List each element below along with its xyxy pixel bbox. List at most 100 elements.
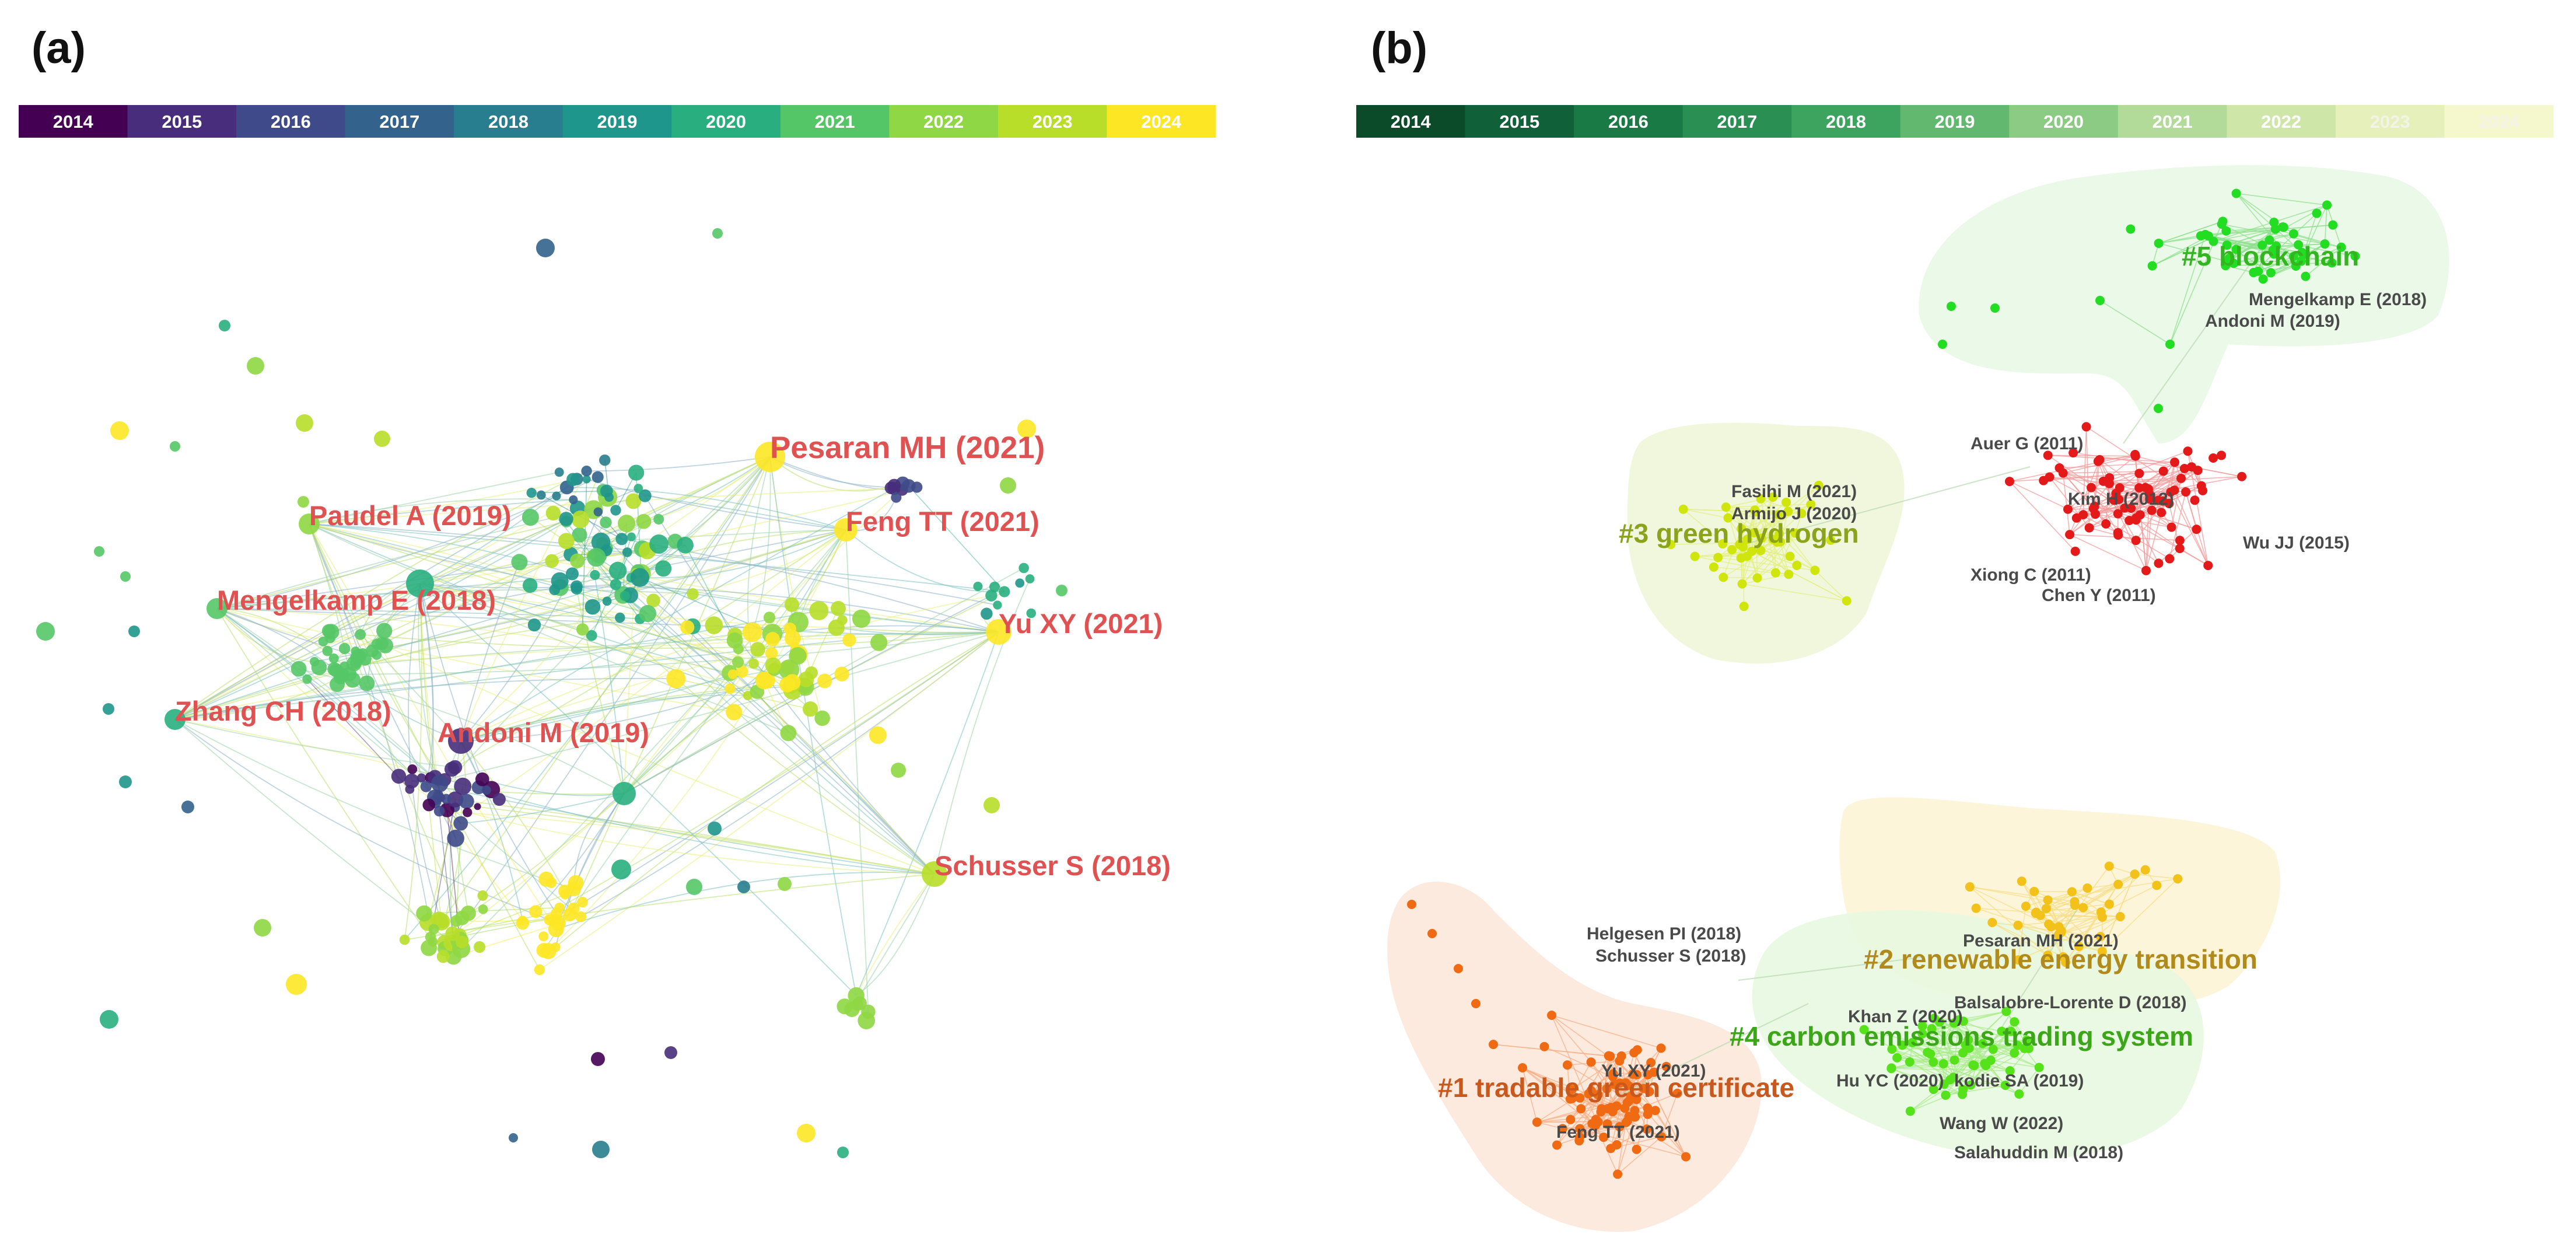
network-node [911,481,923,493]
network-edge [908,485,1005,592]
network-node [338,642,351,655]
network-node [638,489,652,502]
network-edge [1751,551,1847,602]
network-node [2158,496,2168,506]
network-edge [2130,499,2159,509]
network-node [1814,480,1824,490]
network-node [2043,450,2053,460]
network-node [593,507,603,517]
network-node [110,421,129,440]
timeline-year-label: 2024 [2479,111,2519,132]
network-node [2013,955,2023,965]
network-edge [216,520,567,609]
network-node [587,547,606,567]
network-node [2029,886,2039,896]
network-node [2120,503,2130,513]
network-node [604,492,614,502]
network-node [2021,901,2031,911]
network-edge [2140,514,2172,528]
network-edge [1655,1110,1686,1157]
network-edge [1616,1128,1647,1145]
network-node [2095,296,2105,305]
network-edge [1742,574,1789,585]
network-node [809,601,829,621]
network-node [591,1052,605,1066]
network-edge [2116,470,2198,494]
network-node [1990,303,2000,313]
network-edge [2049,477,2090,529]
network-node [1626,1091,1636,1101]
network-node [345,672,361,688]
network-edge [586,456,771,472]
network-node [1624,1112,1634,1121]
network-node [1947,302,1956,311]
network-node [569,495,578,505]
network-node [1756,494,1766,504]
network-node [1718,539,1728,549]
network-node [1997,1026,2007,1036]
label-mengelkamp-b: Mengelkamp E (2018) [2249,290,2427,309]
network-edge [444,631,999,781]
network-edge [1969,886,2052,927]
network-node [615,533,628,546]
network-edge [2102,878,2178,952]
network-edge [1661,1093,1678,1137]
timeline-year-label: 2021 [2152,111,2193,132]
network-node [1489,1040,1498,1049]
network-node [1810,565,1820,575]
network-edge [1567,1064,1608,1089]
network-node [611,859,631,879]
network-node [2190,495,2200,505]
network-node [828,619,845,636]
timeline-year-label: 2018 [488,111,528,132]
network-node [1586,1086,1596,1096]
network-edge [419,583,730,690]
network-edge [676,678,811,710]
network-node [575,911,587,922]
network-node [1806,499,1816,509]
cluster-label-tradable: #1 tradable green certificate [1438,1072,1794,1103]
network-node [1574,1132,1584,1142]
timeline-year-label: 2024 [1141,111,1182,132]
network-node [1649,1067,1659,1077]
label-feng-a: Feng TT (2021) [846,506,1040,537]
network-edge [543,529,846,951]
network-edge [764,680,789,733]
network-node [576,623,589,636]
network-node [2022,1035,2032,1045]
network-edge [309,523,733,675]
network-edge [2236,193,2297,267]
network-node [463,808,473,817]
network-edge [1591,1062,1651,1091]
network-node [1017,420,1036,438]
network-node [2126,224,2136,234]
network-node [2301,249,2311,259]
network-node [748,658,759,669]
network-node [737,880,750,893]
network-node [2017,876,2027,886]
network-node [1917,1029,1927,1039]
network-node [2165,340,2175,349]
timeline-year-label: 2019 [1935,111,1975,132]
network-node [2043,951,2053,960]
network-node [2095,932,2105,942]
network-node [441,794,452,804]
network-edge [2049,476,2119,515]
network-node [1958,1085,1968,1095]
network-edge [419,583,592,636]
network-node [1971,903,1981,913]
network-node [1558,1124,1567,1134]
timeline-year-label: 2023 [1032,111,1073,132]
network-node [290,661,307,677]
network-edge [2071,891,2102,913]
network-node [1978,1039,1987,1049]
network-edge [2063,470,2164,474]
network-panel-a: Pesaran MH (2021) Feng TT (2021) Paudel … [36,228,1171,1158]
network-edge [174,470,587,720]
network-node [447,829,464,847]
network-edge [1954,1022,2006,1086]
network-edge [1606,1088,1637,1150]
network-node [1934,1017,1944,1027]
network-node [206,598,228,619]
network-node [164,709,186,730]
